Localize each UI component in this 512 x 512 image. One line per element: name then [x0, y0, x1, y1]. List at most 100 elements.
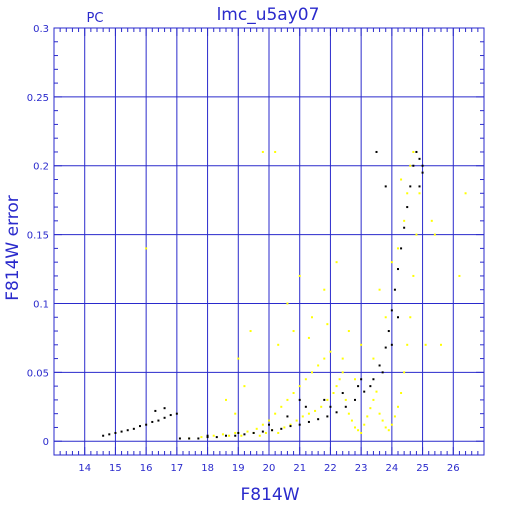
black-point: [151, 420, 154, 423]
yellow-point: [255, 427, 258, 430]
yellow-point: [354, 378, 356, 381]
yellow-point: [225, 398, 227, 401]
yellow-point: [286, 302, 289, 305]
black-point: [341, 392, 344, 395]
yellow-point: [372, 357, 375, 360]
yellow-point: [298, 385, 301, 388]
black-point: [237, 431, 240, 434]
yellow-point: [390, 261, 393, 264]
yellow-point: [301, 415, 304, 418]
yellow-point: [246, 430, 249, 433]
yellow-point: [433, 233, 436, 236]
yellow-point: [332, 392, 335, 395]
yellow-point: [323, 357, 326, 360]
yellow-point: [350, 419, 353, 422]
yellow-point: [393, 415, 396, 418]
yellow-point: [234, 412, 237, 415]
black-point: [298, 423, 301, 426]
black-point: [163, 416, 166, 419]
yellow-point: [200, 436, 203, 439]
yellow-point: [274, 150, 277, 153]
yellow-point: [264, 431, 267, 434]
yellow-point: [274, 412, 277, 415]
yellow-point: [384, 426, 387, 429]
black-point: [206, 434, 209, 437]
black-point: [418, 157, 421, 160]
yellow-point: [335, 261, 338, 264]
black-point: [108, 433, 111, 436]
yellow-point: [323, 288, 326, 291]
black-point: [390, 309, 393, 312]
black-point: [421, 164, 424, 167]
black-point: [271, 429, 274, 432]
black-point: [369, 385, 372, 388]
yellow-point: [243, 385, 246, 388]
y-axis-title: F814W error: [3, 195, 23, 301]
yellow-point: [369, 407, 372, 410]
yellow-point: [357, 429, 360, 432]
yellow-point: [430, 219, 433, 222]
x-tick-label: 17: [170, 463, 183, 474]
yellow-point: [286, 398, 289, 401]
y-tick-label: 0.2: [33, 162, 49, 173]
x-tick-label: 14: [78, 463, 91, 474]
yellow-point: [326, 323, 329, 326]
y-tick-label: 0.15: [27, 231, 49, 242]
yellow-point: [406, 343, 409, 346]
yellow-point: [329, 350, 332, 353]
yellow-point: [344, 398, 347, 401]
black-point: [206, 436, 209, 439]
black-point: [243, 433, 246, 436]
black-point: [169, 414, 172, 417]
yellow-point: [406, 192, 409, 195]
y-tick-label: 0.25: [27, 93, 49, 104]
black-point: [357, 385, 360, 388]
data-points: [102, 150, 467, 440]
yellow-point: [366, 415, 369, 418]
yellow-point: [307, 336, 310, 339]
yellow-point: [311, 371, 313, 374]
black-point: [289, 425, 292, 428]
yellow-point: [341, 371, 344, 374]
yellow-point: [335, 385, 338, 388]
black-point: [360, 378, 363, 381]
yellow-point: [277, 343, 280, 346]
yellow-point: [412, 274, 415, 277]
x-tick-label: 24: [385, 463, 398, 474]
yellow-point: [277, 431, 280, 434]
black-point: [225, 434, 227, 437]
black-point: [329, 405, 332, 408]
black-point: [344, 405, 347, 408]
yellow-point: [375, 390, 378, 393]
yellow-point: [298, 274, 301, 277]
yellow-point: [261, 150, 264, 153]
black-point: [304, 405, 307, 408]
axis-ticks: [53, 27, 485, 455]
black-point: [400, 247, 403, 250]
yellow-point: [381, 419, 384, 422]
yellow-point: [268, 419, 270, 422]
yellow-point: [372, 398, 375, 401]
yellow-point: [240, 434, 243, 437]
x-tick-label: 19: [232, 463, 245, 474]
black-point: [409, 185, 412, 188]
black-point: [102, 434, 105, 437]
black-point: [268, 423, 270, 426]
yellow-point: [289, 423, 292, 426]
x-tick-label: 15: [109, 463, 122, 474]
yellow-point: [400, 178, 403, 181]
yellow-point: [314, 409, 317, 412]
x-tick-label: 23: [355, 463, 368, 474]
black-point: [157, 419, 160, 422]
black-point: [397, 268, 399, 271]
yellow-point: [409, 164, 412, 167]
yellow-point: [338, 378, 341, 381]
yellow-point: [221, 433, 224, 436]
black-point: [384, 185, 387, 188]
tick-labels: 14 15 16 17 18 19 20 21 22 23 24 25 26 0 0.05 0.1 0.15 0.…: [27, 24, 460, 474]
black-point: [378, 364, 381, 367]
y-tick-label: 0.05: [27, 368, 49, 379]
yellow-point: [403, 371, 406, 374]
black-point: [261, 430, 264, 433]
